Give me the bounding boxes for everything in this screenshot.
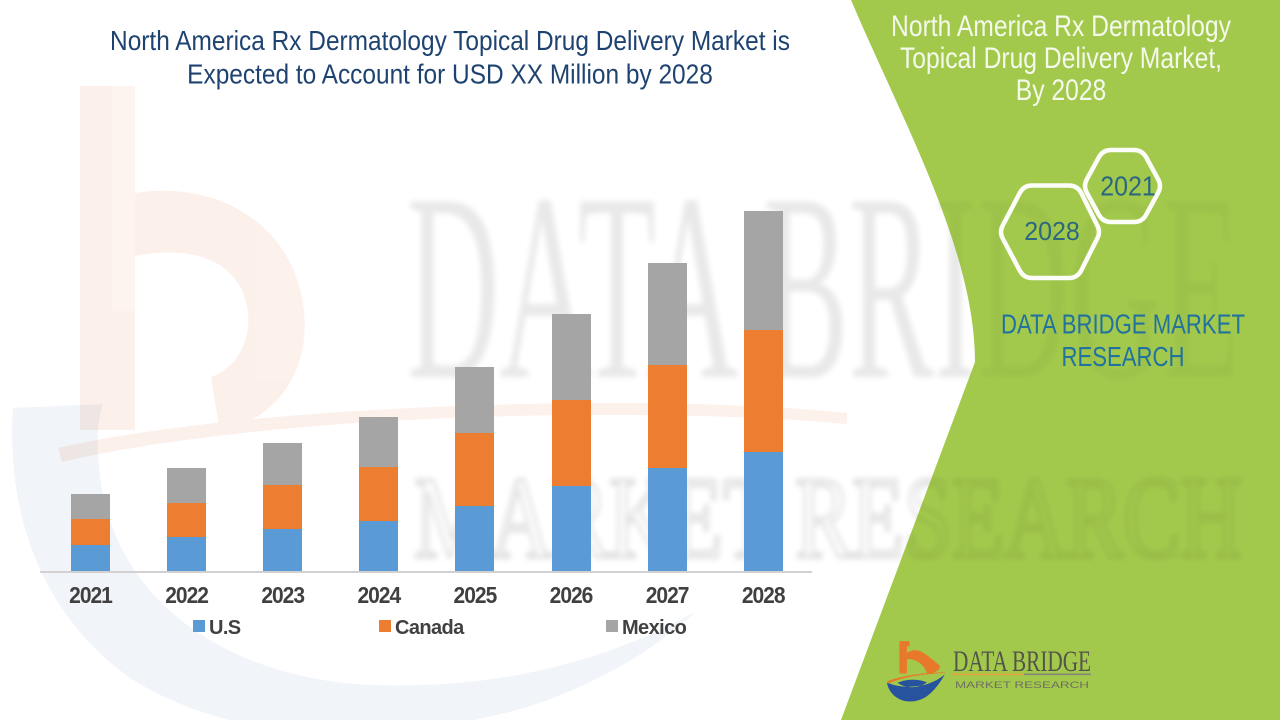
svg-text:MARKET RESEARCH: MARKET RESEARCH (955, 680, 1089, 690)
svg-text:MARKET RESEARCH: MARKET RESEARCH (414, 453, 1242, 583)
svg-text:DATA BRIDGE: DATA BRIDGE (953, 645, 1091, 678)
svg-text:DATA BRIDGE: DATA BRIDGE (407, 138, 1240, 435)
svg-text:MARKET RESEARCH: MARKET RESEARCH (414, 453, 1242, 583)
